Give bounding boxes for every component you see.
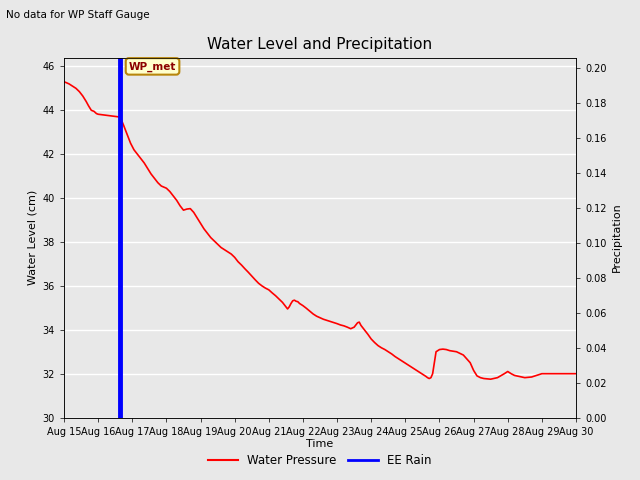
Line: Water Pressure: Water Pressure bbox=[64, 82, 576, 379]
Water Pressure bbox=[350, 324, 358, 330]
Y-axis label: Precipitation: Precipitation bbox=[612, 203, 622, 273]
X-axis label: Time: Time bbox=[307, 439, 333, 449]
Water Pressure bbox=[487, 376, 495, 382]
Water Pressure bbox=[60, 79, 68, 84]
Text: No data for WP Staff Gauge: No data for WP Staff Gauge bbox=[6, 10, 150, 20]
Water Pressure bbox=[282, 304, 290, 310]
Water Pressure bbox=[292, 299, 300, 304]
Y-axis label: Water Level (cm): Water Level (cm) bbox=[27, 190, 37, 285]
Water Pressure bbox=[460, 352, 467, 358]
Water Pressure bbox=[196, 220, 204, 226]
Water Pressure bbox=[340, 323, 348, 329]
Title: Water Level and Precipitation: Water Level and Precipitation bbox=[207, 37, 433, 52]
Water Pressure bbox=[572, 371, 580, 377]
Legend: Water Pressure, EE Rain: Water Pressure, EE Rain bbox=[204, 449, 436, 472]
Text: WP_met: WP_met bbox=[129, 61, 176, 72]
